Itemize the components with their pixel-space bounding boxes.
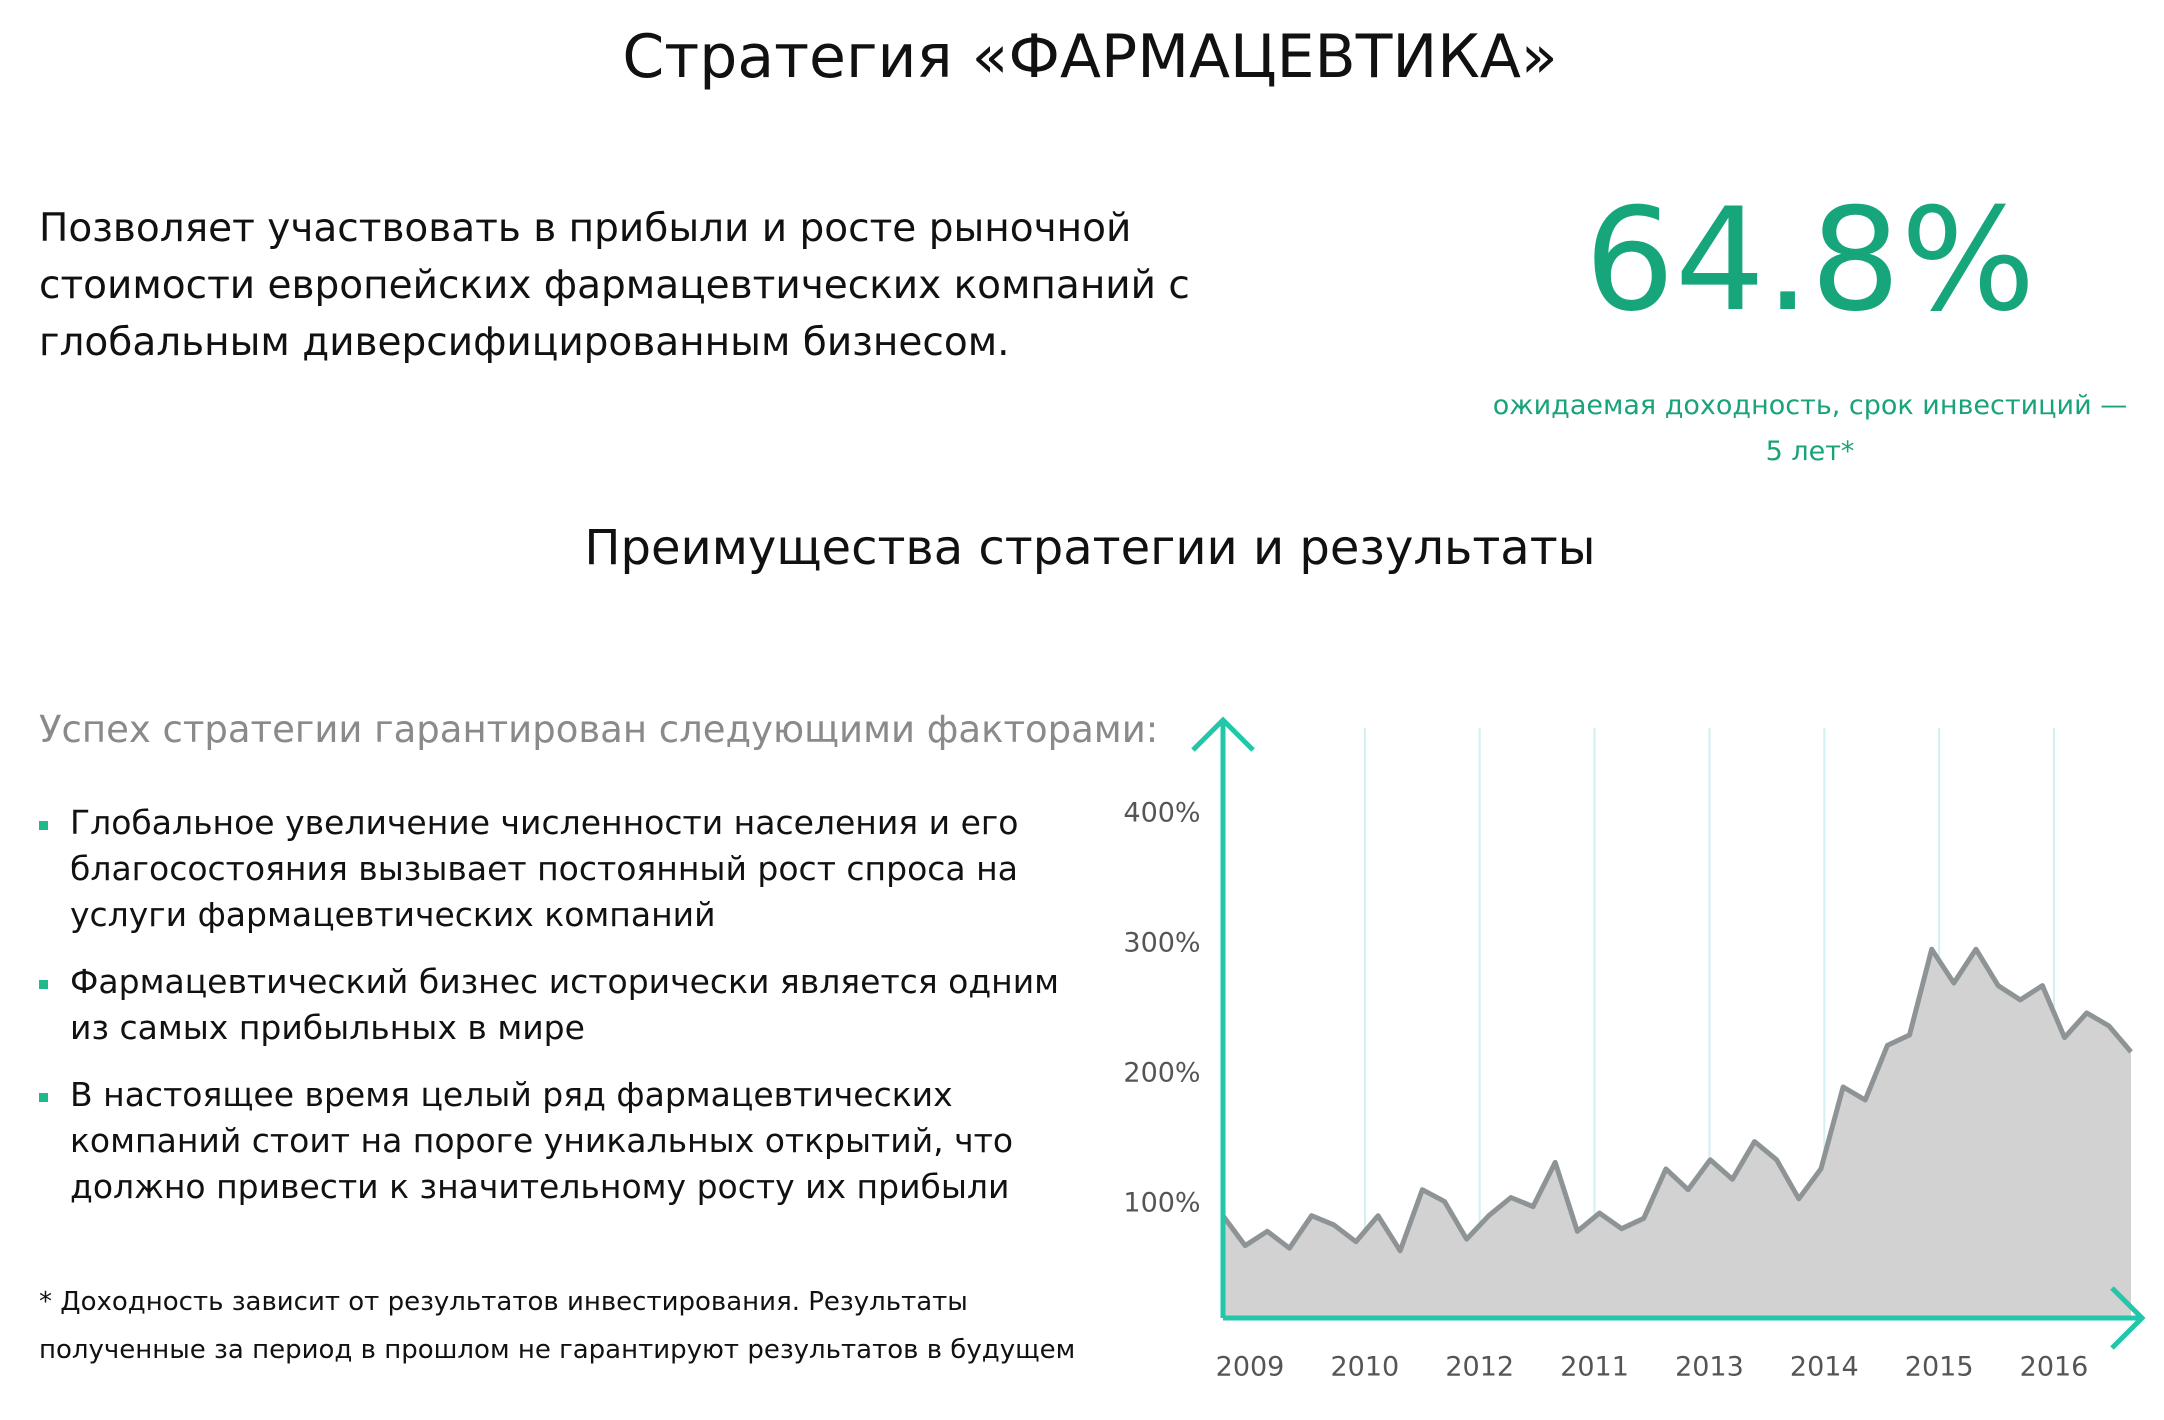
page-title: Стратегия «ФАРМАЦЕВТИКА»	[622, 22, 1558, 92]
bullet	[39, 1093, 48, 1102]
y-axis-arrow	[1191, 716, 1255, 752]
x-tick-label: 2014	[1790, 1352, 1859, 1383]
x-tick-label: 2011	[1560, 1352, 1629, 1383]
data-line	[1220, 946, 2133, 1254]
x-tick-label: 2015	[1905, 1352, 1974, 1383]
factor-item: Фармацевтический бизнес исторически явля…	[39, 959, 1079, 1051]
section-title: Преимущества стратегии и результаты	[584, 520, 1596, 576]
y-tick-label: 400%	[1123, 798, 1200, 829]
factor-text: В настоящее время целый ряд фармацевтиче…	[70, 1075, 1014, 1206]
x-tick-label: 2016	[2020, 1352, 2089, 1383]
y-tick-label: 300%	[1123, 928, 1200, 959]
factor-item: Глобальное увеличение численности населе…	[39, 800, 1079, 938]
y-tick-label: 100%	[1123, 1188, 1200, 1219]
factor-text: Фармацевтический бизнес исторически явля…	[70, 962, 1060, 1047]
yield-caption: ожидаемая доходность, срок инвестиций — …	[1492, 390, 2128, 467]
bullet	[39, 821, 48, 830]
yield-value: 64.8%	[1584, 178, 2036, 343]
factor-text: Глобальное увеличение численности населе…	[70, 803, 1019, 934]
x-axis-arrow	[2110, 1286, 2146, 1350]
area-fill	[1223, 949, 2131, 1318]
bullet	[39, 980, 48, 989]
x-tick-label: 2010	[1330, 1352, 1399, 1383]
footnote: * Доходность зависит от результатов инве…	[39, 1287, 1076, 1365]
factor-list: Глобальное увеличение численности населе…	[39, 800, 1079, 1231]
y-tick-label: 200%	[1123, 1058, 1200, 1089]
factor-item: В настоящее время целый ряд фармацевтиче…	[39, 1072, 1079, 1210]
x-tick-label: 2012	[1445, 1352, 1514, 1383]
intro-text: Позволяет участвовать в прибыли и росте …	[39, 206, 1190, 365]
x-tick-label: 2009	[1216, 1352, 1285, 1383]
lead-text: Успех стратегии гарантирован следующими …	[39, 708, 1159, 751]
x-tick-label: 2013	[1675, 1352, 1744, 1383]
